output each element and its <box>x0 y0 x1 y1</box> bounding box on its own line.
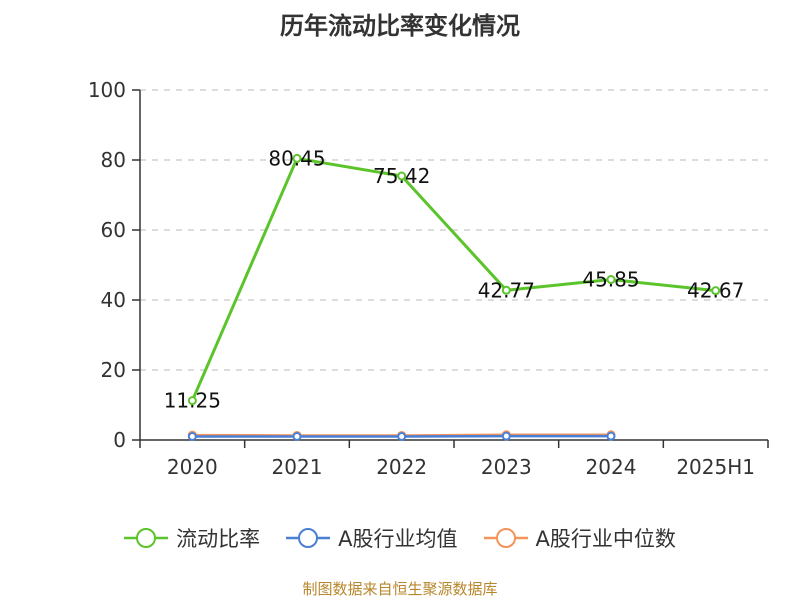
x-tick-label: 2020 <box>167 455 218 479</box>
data-point-current-ratio <box>501 285 511 295</box>
legend-item-current-ratio[interactable]: 流动比率 <box>124 523 260 553</box>
data-point-industry-mean <box>606 431 616 441</box>
data-point-current-ratio <box>606 275 616 285</box>
legend-label-current-ratio: 流动比率 <box>176 527 261 551</box>
x-tick-label: 2022 <box>376 455 427 479</box>
data-point-current-ratio <box>397 171 407 181</box>
y-tick-label: 80 <box>101 148 126 172</box>
axes: 0 20 40 60 80 100 2020 2021 2022 2023 2024 2025H1 <box>88 78 769 479</box>
legend-item-industry-median[interactable]: A股行业中位数 <box>483 523 676 553</box>
data-point-industry-mean <box>187 432 197 441</box>
legend-swatch-industry-mean-icon <box>286 528 331 548</box>
data-point-industry-mean <box>397 432 407 441</box>
x-tick-label: 2025H1 <box>676 455 755 479</box>
legend-swatch-current-ratio-icon <box>124 528 169 548</box>
legend-label-industry-median: A股行业中位数 <box>535 527 676 551</box>
legend-swatch-industry-median-icon <box>483 528 528 548</box>
y-tick-label: 100 <box>88 78 126 102</box>
legend-item-industry-mean[interactable]: A股行业均值 <box>286 523 458 553</box>
chart-title: 历年流动比率变化情况 <box>280 12 520 40</box>
grid-lines <box>140 89 768 371</box>
y-tick-label: 0 <box>113 428 126 452</box>
data-label: 45.85 <box>582 268 639 292</box>
y-tick-label: 60 <box>101 218 126 242</box>
legend: 流动比率 A股行业均值 A股行业中位数 <box>0 518 800 558</box>
y-tick-label: 40 <box>101 288 126 312</box>
series-layer <box>187 153 721 441</box>
data-point-current-ratio <box>711 286 721 296</box>
data-point-current-ratio <box>187 396 197 406</box>
data-point-industry-mean <box>292 432 302 441</box>
data-label: 42.77 <box>478 278 535 302</box>
data-label: 11.25 <box>164 389 221 413</box>
data-point-current-ratio <box>292 153 302 163</box>
data-label: 42.67 <box>687 279 744 303</box>
y-tick-label: 20 <box>101 358 126 382</box>
data-labels: 11.25 80.45 75.42 42.77 45.85 42.67 <box>164 146 745 412</box>
legend-label-industry-mean: A股行业均值 <box>338 527 458 551</box>
data-point-industry-mean <box>501 431 511 441</box>
x-tick-label: 2024 <box>586 455 637 479</box>
series-line-current-ratio <box>190 156 716 402</box>
x-tick-label: 2021 <box>272 455 323 479</box>
source-note: 制图数据来自恒生聚源数据库 <box>302 580 498 598</box>
data-label: 80.45 <box>268 146 325 170</box>
data-label: 75.42 <box>373 164 430 188</box>
x-tick-label: 2023 <box>481 455 532 479</box>
